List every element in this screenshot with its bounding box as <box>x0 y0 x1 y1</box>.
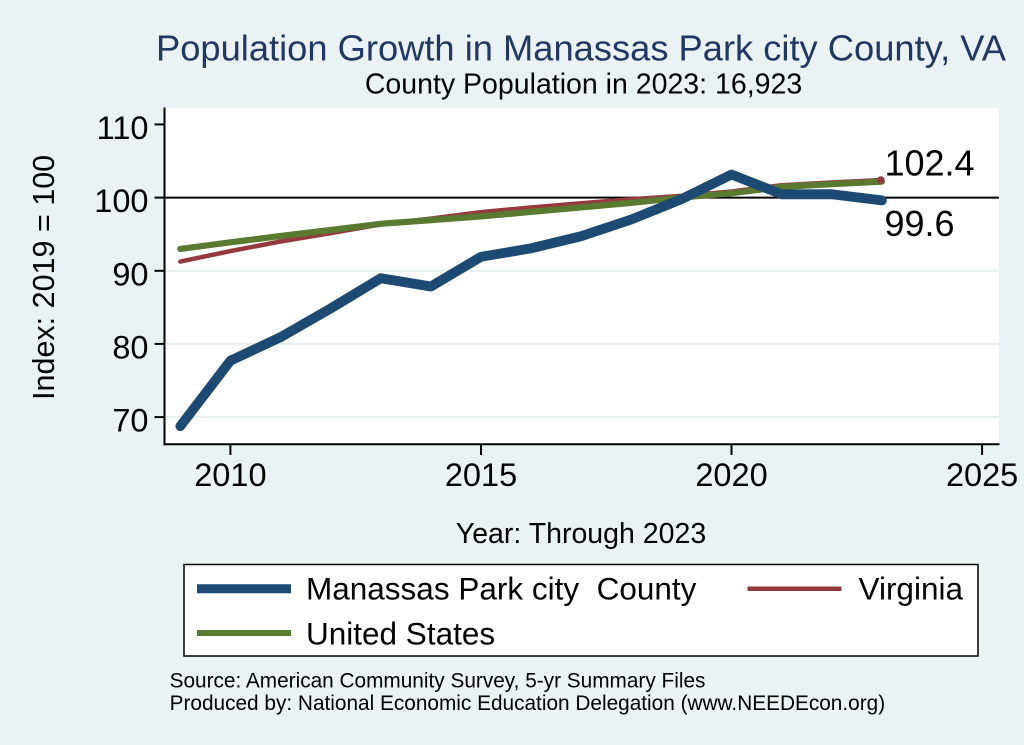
svg-text:110: 110 <box>97 110 149 146</box>
svg-text:Year: Through 2023: Year: Through 2023 <box>456 518 706 550</box>
svg-text:Source: American Community Sur: Source: American Community Survey, 5-yr … <box>170 670 706 693</box>
svg-text:102.4: 102.4 <box>884 143 974 184</box>
svg-text:Virginia: Virginia <box>859 571 964 607</box>
svg-text:99.6: 99.6 <box>884 203 954 244</box>
svg-text:Index: 2019 = 100: Index: 2019 = 100 <box>27 155 61 400</box>
svg-text:100: 100 <box>94 183 148 219</box>
svg-text:United States: United States <box>306 616 495 652</box>
svg-text:County Population in 2023: 16,: County Population in 2023: 16,923 <box>365 69 802 101</box>
svg-text:Population Growth in Manassas: Population Growth in Manassas Park city … <box>156 27 1007 68</box>
svg-text:Manassas Park city County: Manassas Park city County <box>306 571 697 607</box>
svg-text:Produced by: National Economic: Produced by: National Economic Education… <box>170 692 886 715</box>
svg-text:2025: 2025 <box>946 457 1018 493</box>
svg-text:80: 80 <box>112 329 148 365</box>
svg-text:2010: 2010 <box>194 457 266 493</box>
svg-text:2015: 2015 <box>445 457 517 493</box>
svg-text:90: 90 <box>112 256 148 292</box>
svg-text:70: 70 <box>112 403 148 439</box>
svg-text:2020: 2020 <box>695 457 767 493</box>
